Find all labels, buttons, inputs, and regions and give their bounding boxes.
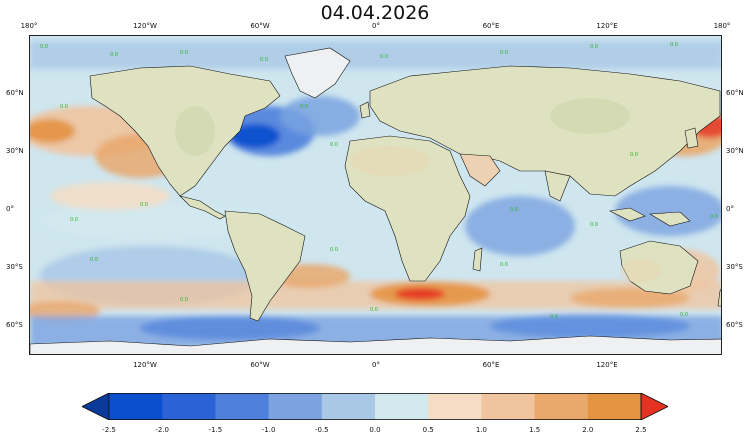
contour-label: 0.0 — [590, 44, 598, 50]
contour-label: 0.0 — [180, 50, 188, 56]
lat-tick-right-60s: 60°S — [726, 321, 743, 329]
lat-tick-left-30n: 30°N — [6, 147, 24, 155]
colorbar-tick-label: -2.5 — [102, 426, 116, 434]
lat-tick-right-0: 0° — [726, 205, 734, 213]
map-frame[interactable]: 0.0 0.0 0.0 0.0 0.0 0.0 0.0 0.0 0.0 0.0 … — [29, 35, 722, 355]
lat-tick-left-60s: 60°S — [6, 321, 23, 329]
contour-label: 0.0 — [380, 54, 388, 60]
lon-tick-top-60w: 60°W — [250, 22, 270, 30]
lon-tick-top-180e: 180° — [713, 22, 731, 30]
colorbar-outline — [108, 393, 642, 421]
colorbar-tick-label: 2.5 — [635, 426, 647, 434]
contour-label: 0.0 — [70, 217, 78, 223]
colorbar-tick-label: 1.0 — [475, 426, 487, 434]
contour-label: 0.0 — [330, 142, 338, 148]
colorbar-tick-label: 0.5 — [422, 426, 434, 434]
contour-label: 0.0 — [510, 207, 518, 213]
colorbar-tick-label: -1.5 — [208, 426, 223, 434]
colorbar — [81, 392, 669, 421]
lon-tick-bottom-60e: 60°E — [482, 361, 500, 369]
colorbar-segment — [375, 393, 429, 420]
contour-label: 0.0 — [710, 214, 718, 220]
contour-label: 0.0 — [590, 222, 598, 228]
lon-tick-bottom-0: 0° — [372, 361, 380, 369]
map-title: 04.04.2026 — [320, 2, 430, 24]
contour-label: 0.0 — [500, 262, 508, 268]
contour-label: 0.0 — [630, 152, 638, 158]
lat-tick-left-0: 0° — [6, 205, 14, 213]
lat-tick-left-60n: 60°N — [6, 89, 24, 97]
contour-label: 0.0 — [370, 307, 378, 313]
colorbar-tick-label: -0.5 — [314, 426, 329, 434]
lat-tick-right-60n: 60°N — [726, 89, 744, 97]
lon-tick-top-120w: 120°W — [133, 22, 157, 30]
contour-label: 0.0 — [670, 42, 678, 48]
colorbar-segment — [428, 393, 482, 420]
lon-tick-bottom-120w: 120°W — [133, 361, 157, 369]
lon-tick-top-180w: 180° — [20, 22, 38, 30]
colorbar-tick-label: 0.0 — [369, 426, 381, 434]
colorbar-tick-label: 1.5 — [529, 426, 541, 434]
contour-label: 0.0 — [140, 202, 148, 208]
lon-tick-bottom-120e: 120°E — [596, 361, 618, 369]
contour-label: 0.0 — [330, 247, 338, 253]
lon-tick-top-60e: 60°E — [482, 22, 500, 30]
colorbar-segment — [587, 393, 642, 420]
colorbar-segment — [109, 393, 163, 420]
colorbar-segment — [215, 393, 270, 420]
colorbar-extend-max — [640, 392, 669, 421]
contour-label: 0.0 — [300, 104, 308, 110]
lon-tick-top-0: 0° — [372, 22, 380, 30]
colorbar-svg — [81, 392, 669, 421]
lon-tick-bottom-60w: 60°W — [250, 361, 270, 369]
lat-tick-left-30s: 30°S — [6, 263, 23, 271]
lon-tick-top-120e: 120°E — [596, 22, 618, 30]
colorbar-tick-label: -2.0 — [155, 426, 170, 434]
contour-label: 0.0 — [680, 312, 688, 318]
colorbar-segment — [268, 393, 323, 420]
contour-label: 0.0 — [260, 57, 268, 63]
colorbar-segment — [481, 393, 536, 420]
anomaly-field — [30, 41, 721, 348]
colorbar-extend-min — [81, 392, 110, 421]
colorbar-segment — [321, 393, 376, 420]
colorbar-segment — [534, 393, 589, 420]
contour-label: 0.0 — [60, 104, 68, 110]
colorbar-tick-label: 2.0 — [582, 426, 594, 434]
contour-label: 0.0 — [90, 257, 98, 263]
contour-labels: 0.0 0.0 0.0 0.0 0.0 0.0 0.0 0.0 0.0 0.0 … — [40, 42, 718, 320]
colorbar-segment — [162, 393, 216, 420]
relief-shading — [175, 98, 660, 283]
ocean-anomaly-map: 0.0 0.0 0.0 0.0 0.0 0.0 0.0 0.0 0.0 0.0 … — [30, 36, 721, 354]
colorbar-tick-label: -1.0 — [261, 426, 276, 434]
contour-label: 0.0 — [550, 314, 558, 320]
contour-label: 0.0 — [500, 50, 508, 56]
land-masses — [30, 47, 721, 354]
lat-tick-right-30s: 30°S — [726, 263, 743, 271]
contour-label: 0.0 — [40, 44, 48, 50]
contour-label: 0.0 — [110, 52, 118, 58]
contour-label: 0.0 — [180, 297, 188, 303]
lat-tick-right-30n: 30°N — [726, 147, 744, 155]
